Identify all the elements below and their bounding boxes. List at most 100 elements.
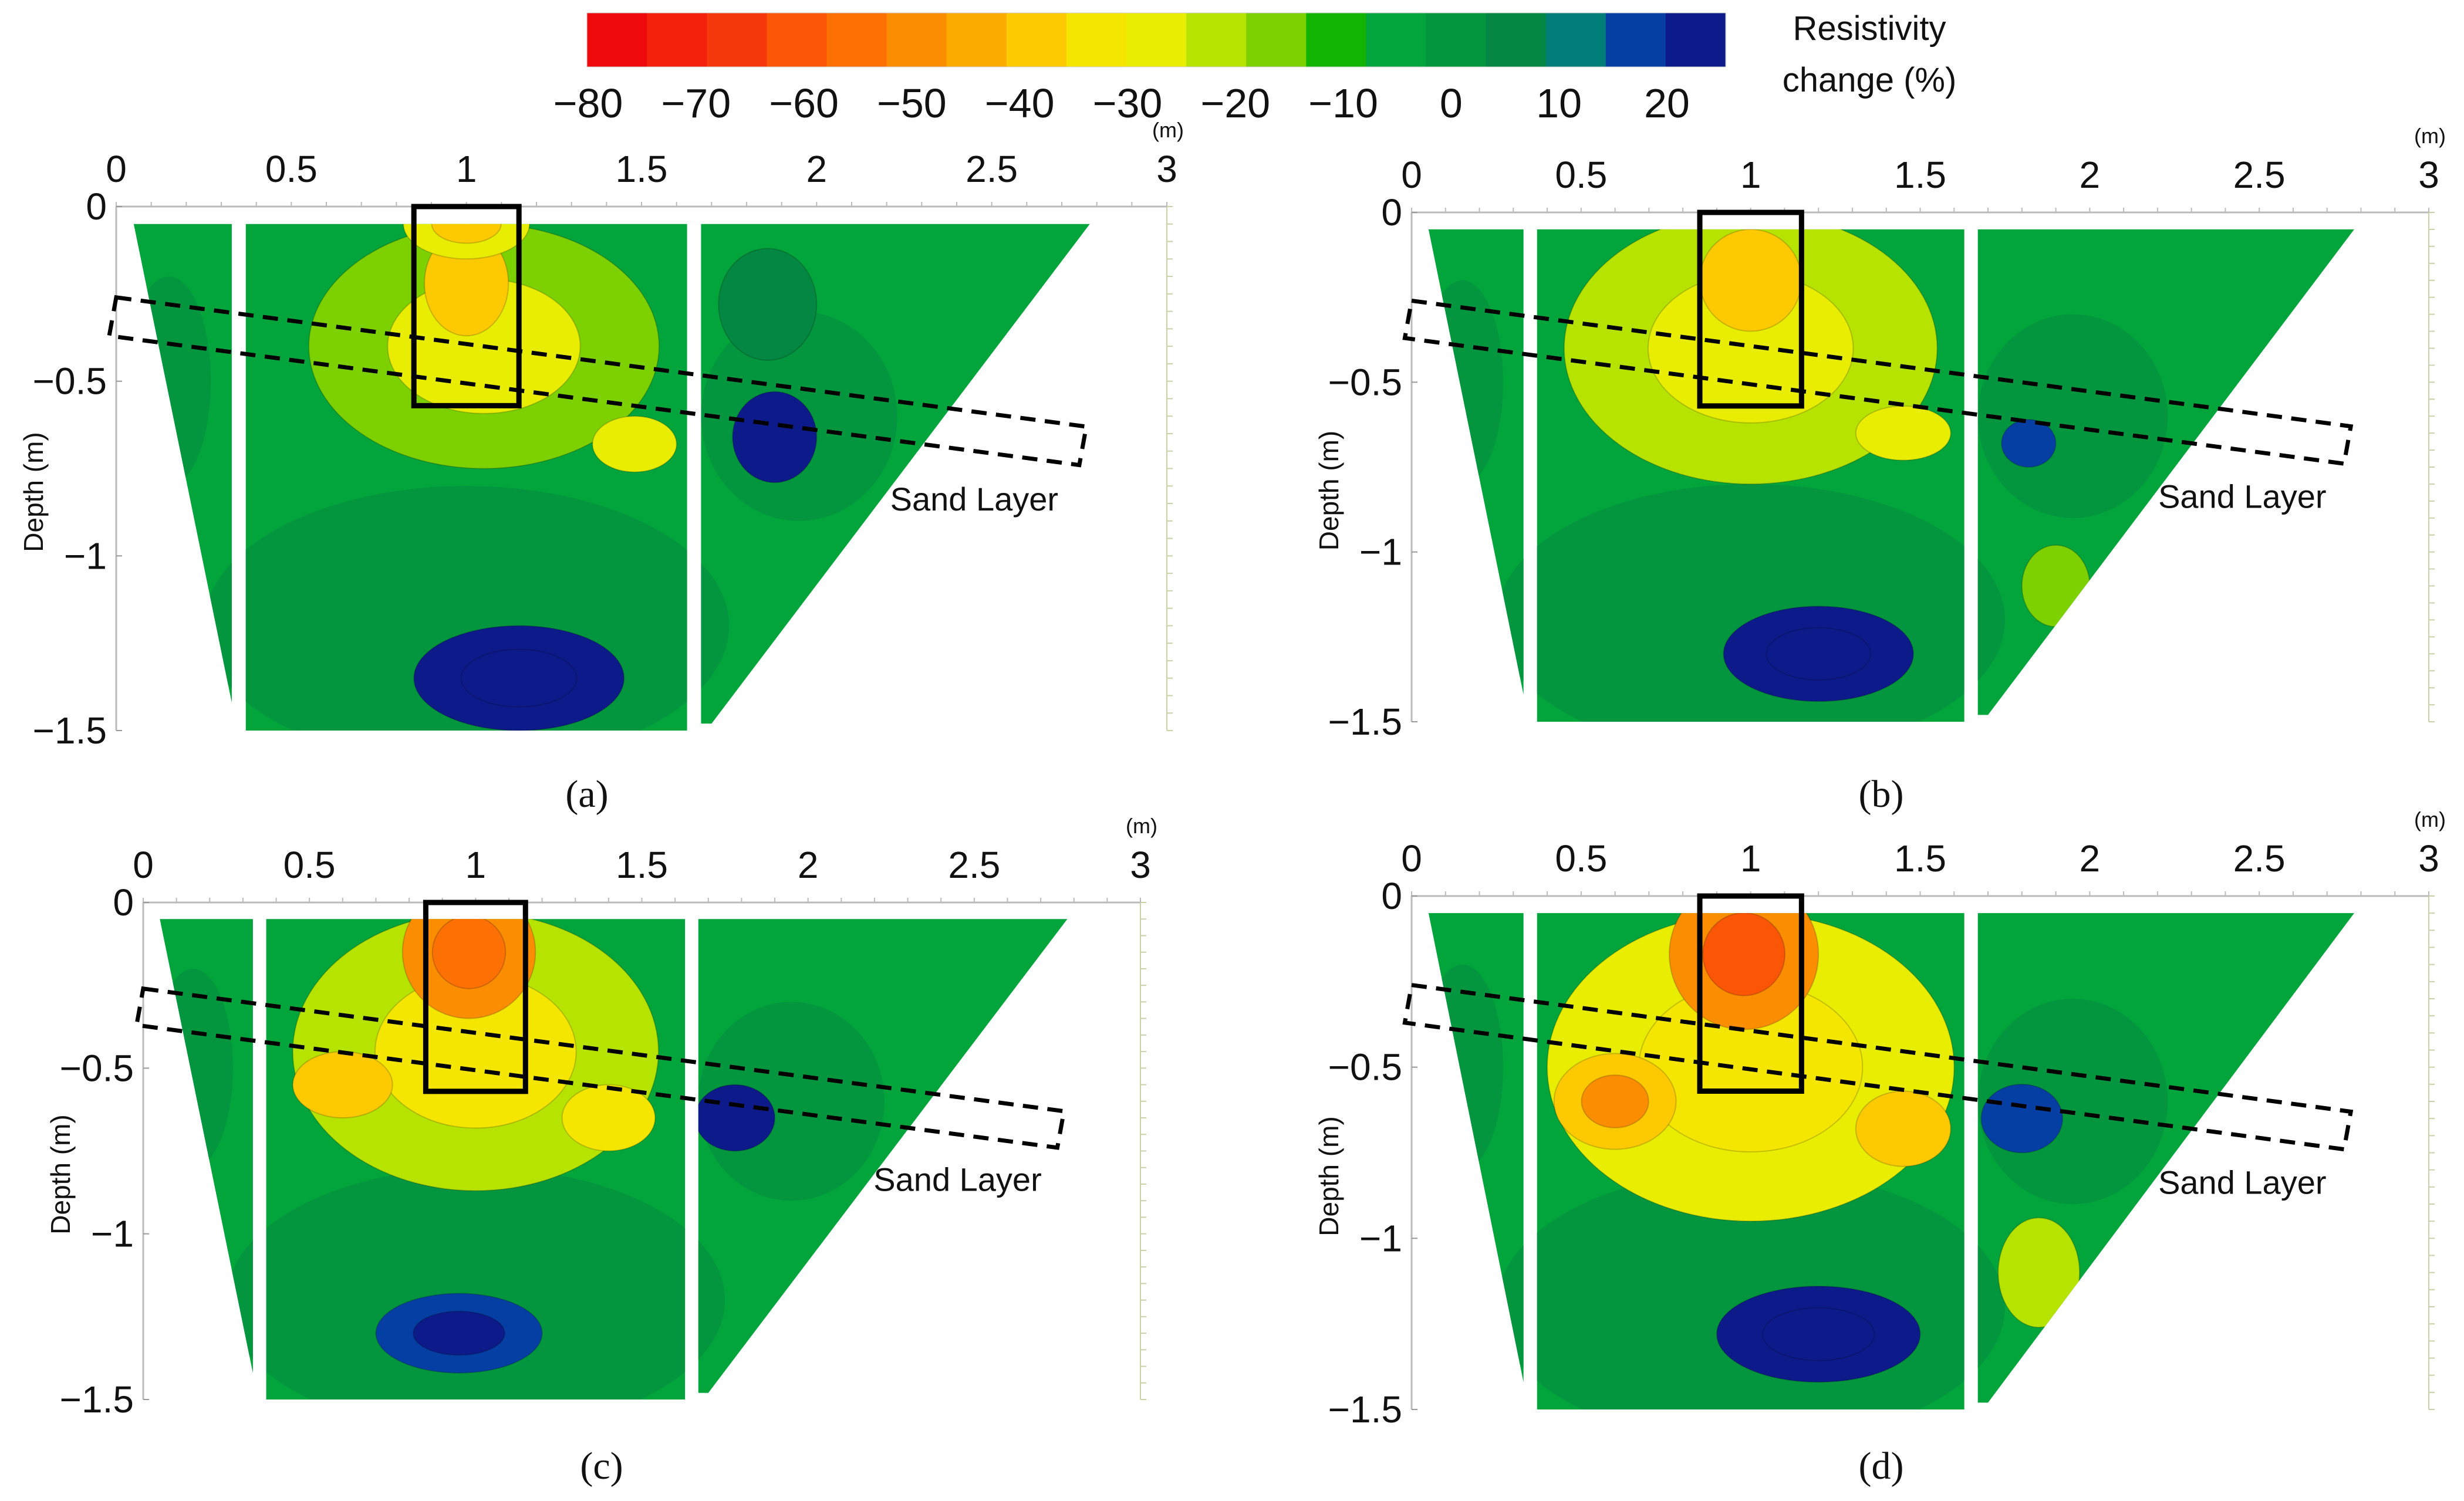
resistivity-field (160, 919, 1068, 1399)
colorbar-tick-label: −40 (985, 80, 1055, 126)
colorbar-swatch (1126, 13, 1187, 67)
colorbar-swatch (1186, 13, 1247, 67)
x-tick-label: 3 (1156, 148, 1177, 190)
x-unit-label: (m) (1152, 118, 1184, 142)
colorbar-tick-label: −10 (1308, 80, 1378, 126)
panel-label: (c) (580, 1445, 623, 1488)
x-tick-label: 2.5 (2233, 837, 2286, 880)
sand-layer-outline (106, 295, 1089, 468)
colorbar-swatch (886, 13, 947, 67)
contour-anomaly (1699, 229, 1803, 332)
y-axis-label: Depth (m) (1314, 1116, 1344, 1236)
contour-anomaly-core (431, 224, 502, 244)
x-tick-label: 0 (106, 148, 127, 190)
contour-anomaly (561, 1084, 656, 1152)
sand-layer-label: Sand Layer (873, 1161, 1041, 1198)
sand-layer-label: Sand Layer (2158, 478, 2326, 515)
y-tick-label: 0 (86, 185, 107, 228)
x-tick-label: 1 (1740, 837, 1761, 880)
resistivity-field (133, 224, 1090, 731)
x-tick-label: 3 (1130, 844, 1151, 886)
colorbar-swatch (826, 13, 887, 67)
colorbar-swatch (1066, 13, 1127, 67)
contour-anomaly (592, 415, 677, 473)
panels: Sand Layer 0 0.5 1 1.5 2 2.5 3 (m) 0 −0.5 −1 −1.5 Dep… (18, 118, 2446, 1488)
contour-anomaly (2021, 545, 2091, 627)
colorbar: −80 −70 −60 −50 −40 −30 −20 −10 0 10 20 Resistivit… (553, 9, 1957, 126)
x-unit-label: (m) (2414, 807, 2446, 831)
sand-layer-outline (134, 986, 1066, 1150)
colorbar-swatch (1665, 13, 1726, 67)
colorbar-tick-label: −20 (1200, 80, 1270, 126)
resistivity-field (1428, 913, 2354, 1409)
panel-label: (d) (1859, 1445, 1904, 1488)
x-tick-label: 2 (806, 148, 828, 190)
x-tick-label: 0 (1401, 837, 1422, 880)
contour-anomaly-core (1761, 1307, 1875, 1361)
x-tick-label: 0.5 (265, 148, 318, 190)
contour-anomaly (292, 1051, 393, 1119)
colorbar-tick-label: −30 (1093, 80, 1163, 126)
y-tick-label: −1.5 (60, 1378, 134, 1421)
colorbar-title-line2: change (%) (1783, 61, 1957, 99)
panel-b: Sand Layer 0 0.5 1 1.5 2 2.5 3 (m) 0 −0.5 −1 −1.5 Dep… (1314, 124, 2446, 816)
y-tick-label: −1 (1359, 1217, 1402, 1259)
colorbar-swatch (1545, 13, 1606, 67)
colorbar-tick-label: 20 (1644, 80, 1690, 126)
contour-anomaly (694, 1084, 776, 1152)
observation-box (423, 900, 528, 1094)
y-tick-label: 0 (113, 881, 134, 924)
panel-d: Sand Layer 0 0.5 1 1.5 2 2.5 3 (m) 0 −0.5 −1 −1.5 Dep… (1314, 807, 2446, 1488)
colorbar-tick-label: −60 (769, 80, 839, 126)
x-tick-label: 2 (2080, 837, 2101, 880)
x-tick-label: 1.5 (1894, 837, 1946, 880)
sand-layer-label: Sand Layer (890, 481, 1058, 518)
x-tick-label: 2.5 (2233, 154, 2286, 196)
y-tick-label: −0.5 (1328, 361, 1402, 403)
x-tick-label: 0.5 (1555, 154, 1607, 196)
panel-c: Sand Layer 0 0.5 1 1.5 2 2.5 3 (m) 0 −0.5 −1 −1.5 Dep… (45, 814, 1157, 1488)
colorbar-swatch (946, 13, 1007, 67)
x-tick-label: 1 (465, 844, 487, 886)
colorbar-swatch (767, 13, 828, 67)
observation-box (411, 204, 522, 408)
colorbar-swatch (1486, 13, 1547, 67)
contour-anomaly (718, 248, 818, 361)
x-tick-label: 3 (2418, 837, 2439, 880)
colorbar-swatch (587, 13, 647, 67)
panel-label: (b) (1859, 773, 1904, 816)
x-unit-label: (m) (2414, 124, 2446, 148)
colorbar-swatch (1426, 13, 1487, 67)
contour-anomaly (1980, 1083, 2064, 1154)
contour-anomaly (1997, 1217, 2081, 1328)
y-tick-label: 0 (1381, 875, 1402, 917)
x-tick-label: 2 (2080, 154, 2101, 196)
x-tick-label: 1.5 (616, 148, 668, 190)
colorbar-swatch (1366, 13, 1427, 67)
y-tick-label: −1 (1359, 531, 1402, 573)
contour-band (1977, 314, 2168, 518)
colorbar-swatch (1605, 13, 1666, 67)
y-tick-label: 0 (1381, 191, 1402, 234)
contour-anomaly-core (431, 919, 507, 989)
colorbar-swatch (647, 13, 707, 67)
y-tick-label: −1 (64, 535, 107, 577)
panel-a: Sand Layer 0 0.5 1 1.5 2 2.5 3 (m) 0 −0.5 −1 −1.5 Dep… (18, 118, 1184, 816)
y-tick-label: −0.5 (33, 360, 107, 403)
colorbar-tick-label: −80 (553, 80, 623, 126)
contour-anomaly-core (413, 1310, 505, 1356)
colorbar-tick-label: 10 (1536, 80, 1582, 126)
colorbar-swatch (707, 13, 767, 67)
contour-band (1977, 999, 2168, 1204)
contour-band (1496, 484, 2005, 722)
colorbar-tick-label: 0 (1440, 80, 1463, 126)
x-tick-label: 1 (456, 148, 477, 190)
colorbar-tick-label: −50 (877, 80, 947, 126)
x-tick-label: 0 (1401, 154, 1422, 196)
contour-anomaly (2001, 418, 2057, 468)
x-unit-label: (m) (1126, 814, 1157, 838)
colorbar-swatch (1246, 13, 1307, 67)
contour-anomaly-core (1766, 627, 1872, 681)
y-tick-label: −1.5 (1328, 701, 1402, 743)
colorbar-swatch (1006, 13, 1067, 67)
